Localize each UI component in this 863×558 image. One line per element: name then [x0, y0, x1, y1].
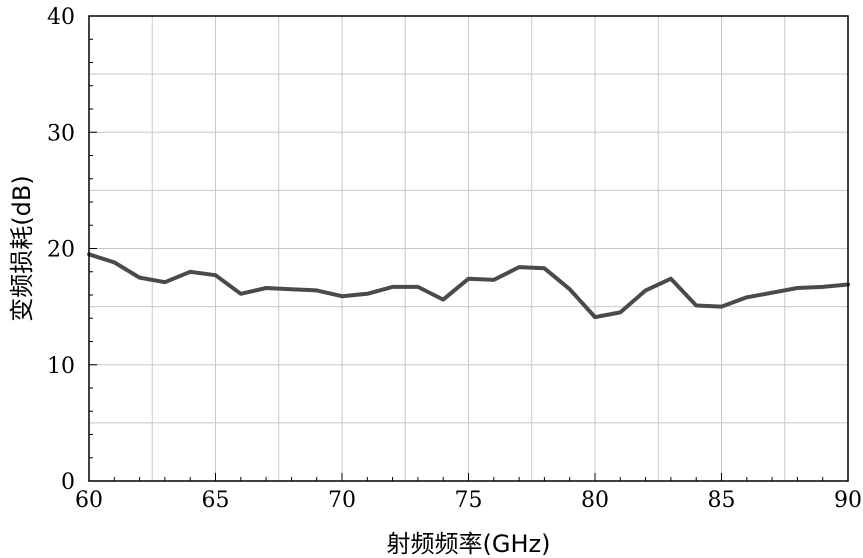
- x-tick-label: 60: [75, 488, 103, 513]
- x-tick-label: 75: [455, 488, 483, 513]
- x-tick-labels: 60 65 70 75 80 85 90: [75, 488, 862, 513]
- x-tick-label: 65: [202, 488, 230, 513]
- y-tick-label: 10: [47, 354, 75, 379]
- x-tick-label: 80: [581, 488, 609, 513]
- plot-frame: [88, 15, 849, 482]
- y-tick-label: 20: [47, 238, 75, 263]
- y-tick-label: 30: [47, 121, 75, 146]
- x-axis-title: 射频频率(GHz): [387, 530, 551, 558]
- y-tick-label: 40: [47, 5, 75, 30]
- x-tick-label: 90: [834, 488, 862, 513]
- x-tick-label: 70: [328, 488, 356, 513]
- y-axis-title: 变频损耗(dB): [8, 175, 36, 321]
- grid-lines: [88, 15, 849, 482]
- series-layer: [87, 252, 850, 320]
- x-tick-label: 85: [708, 488, 736, 513]
- y-tick-label: 0: [61, 470, 75, 495]
- y-tick-labels: 0 10 20 30 40: [47, 5, 75, 495]
